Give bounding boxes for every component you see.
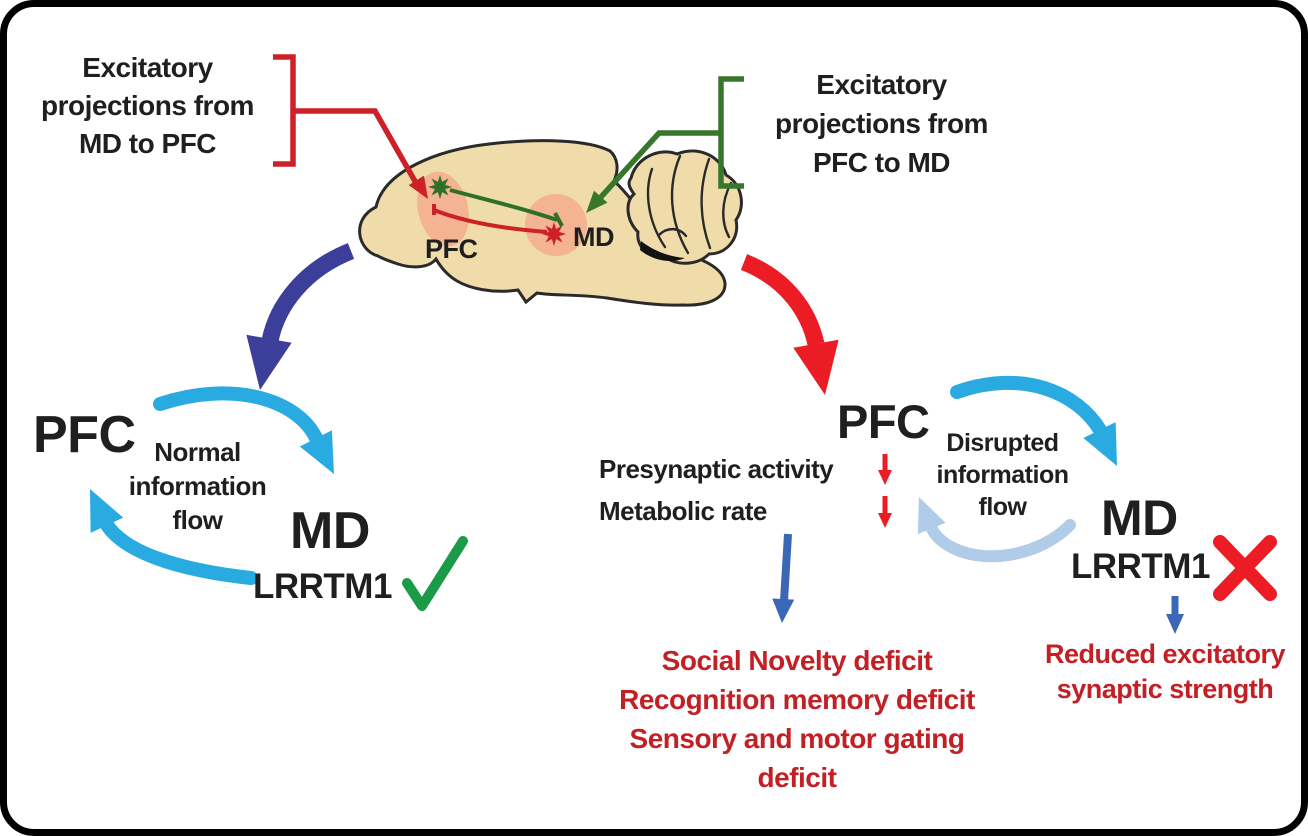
normal-md-to-pfc-arc [90,489,258,585]
green-pointer-arrowhead [586,190,608,213]
disrupted-lrrtm1-label: LRRTM1 [1071,547,1210,586]
synaptic-outcome-label: Reduced excitatory synaptic strength [1044,639,1286,704]
normal-md-label: MD [290,502,370,560]
caption-md-to-pfc: Excitatory projections from MD to PFC [41,52,254,159]
normal-branch-arrow [246,243,355,390]
brain-fissure-gap [640,241,685,262]
disrupted-pfc-label: PFC [837,395,930,448]
cerebellum-folia [646,154,733,255]
red-pointer-arrowhead [408,175,428,199]
normal-flow-caption: Normal information flow [128,437,267,535]
normal-lrrtm1-label: LRRTM1 [253,567,392,606]
metabolic-decrease-arrow [878,496,892,528]
normal-pfc-label: PFC [33,406,136,464]
disrupted-branch-arrow [740,254,839,395]
disrupted-flow-caption: Disrupted information flow [936,429,1070,521]
checkmark-icon [402,536,468,611]
behavioral-deficits-label: Social Novelty deficit Recognition memor… [619,645,975,793]
brain-md-label: MD [573,222,615,252]
cerebellum [626,149,743,265]
disrupted-md-to-pfc-arc [917,497,1076,563]
presynaptic-activity-label: Presynaptic activity [599,454,834,484]
md-to-pfc-projection [432,204,548,234]
metabolic-rate-label: Metabolic rate [599,496,767,526]
presynaptic-decrease-arrow [878,454,892,485]
disrupted-md-label: MD [1101,490,1178,546]
diagram-graphics [90,54,1277,634]
normal-pfc-to-md-arc [153,386,334,474]
deficits-arrow [772,533,795,623]
pfc-origin-star [428,175,452,199]
synaptic-outcome-arrow [1166,596,1184,634]
red-bracket-pointer [273,54,419,185]
cross-icon [1213,535,1277,601]
caption-pfc-to-md: Excitatory projections from PFC to MD [775,69,988,178]
brain-pfc-label: PFC [425,234,478,264]
green-bracket-pointer [598,76,744,199]
pfc-to-md-projection [449,188,564,227]
md-terminal-star [542,222,566,246]
md-highlight [525,194,587,256]
mouse-brain-illustration [358,139,743,307]
disrupted-pfc-to-md-arc [950,375,1117,466]
